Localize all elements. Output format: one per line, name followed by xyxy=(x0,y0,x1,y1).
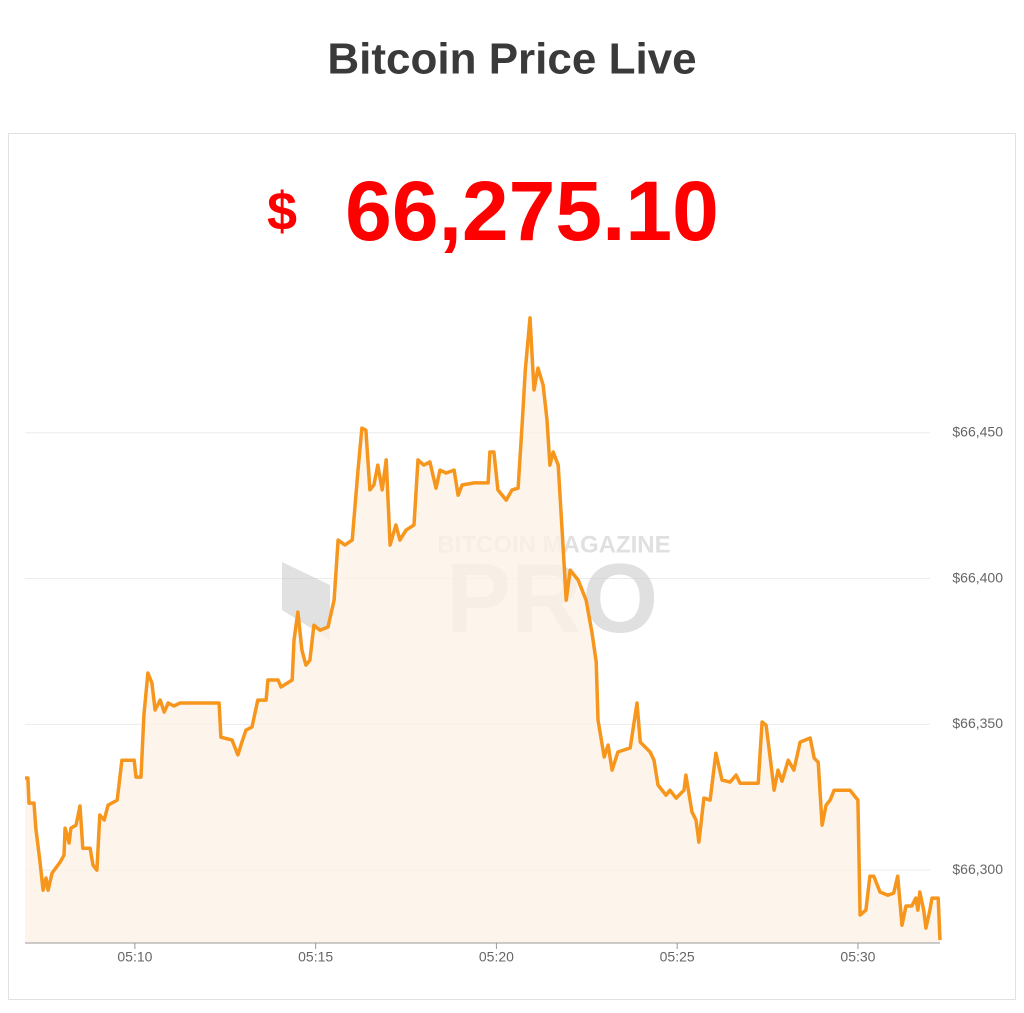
y-tick-label: $66,350 xyxy=(952,715,1003,731)
x-tick-label: 05:15 xyxy=(298,949,333,965)
x-tick-label: 05:10 xyxy=(117,949,152,965)
price-currency: $ xyxy=(267,181,297,241)
y-tick-label: $66,300 xyxy=(952,861,1003,877)
price-line xyxy=(25,316,942,941)
y-tick-label: $66,400 xyxy=(952,569,1003,585)
watermark-logo xyxy=(282,562,330,640)
price-value: 66,275.10 xyxy=(345,164,719,258)
page-title: Bitcoin Price Live xyxy=(327,35,696,84)
area xyxy=(25,317,940,943)
y-tick-label: $66,450 xyxy=(952,423,1003,439)
x-tick-label: 05:25 xyxy=(660,949,695,965)
x-tick-label: 05:30 xyxy=(840,949,875,965)
x-tick-label: 05:20 xyxy=(479,949,514,965)
